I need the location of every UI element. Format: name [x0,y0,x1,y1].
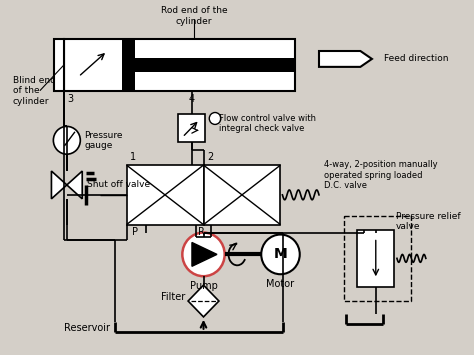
Circle shape [261,235,300,274]
Bar [357,230,394,287]
Bar [64,39,295,91]
Circle shape [182,233,225,276]
Text: 1: 1 [130,152,137,162]
Text: Pump: Pump [190,281,218,291]
FancyArrow shape [319,51,372,67]
Circle shape [210,113,221,124]
Bar [127,165,203,225]
Text: Reservoir: Reservoir [64,323,110,333]
Text: 4: 4 [189,94,195,104]
Text: Feed direction: Feed direction [384,54,449,64]
Bar [122,39,135,91]
Polygon shape [188,285,219,317]
Bar [135,58,295,72]
Text: M: M [273,247,287,261]
Polygon shape [52,171,67,199]
Bar [179,115,205,142]
Text: Filter: Filter [161,292,185,302]
Text: 2: 2 [207,152,214,162]
Bar [135,58,295,72]
Text: Pressure relief
valve: Pressure relief valve [396,212,461,231]
Text: Rod end of the
cylinder: Rod end of the cylinder [161,6,227,26]
Text: P: P [132,226,138,237]
Text: Shut off valve: Shut off valve [87,180,150,190]
Polygon shape [67,171,82,199]
Text: R: R [198,226,205,237]
Bar [55,39,64,91]
Bar [344,216,411,301]
Bar [203,165,281,225]
Text: Motor: Motor [266,279,294,289]
Text: Blind end
of the
cylinder: Blind end of the cylinder [13,76,56,105]
Polygon shape [192,242,217,266]
Text: Pressure
gauge: Pressure gauge [84,131,123,150]
Text: 3: 3 [67,94,73,104]
Circle shape [54,126,80,154]
Text: Flow control valve with
integral check valve: Flow control valve with integral check v… [219,114,316,133]
Text: 4-way, 2-position manually
operated spring loaded
D.C. valve: 4-way, 2-position manually operated spri… [324,160,438,190]
